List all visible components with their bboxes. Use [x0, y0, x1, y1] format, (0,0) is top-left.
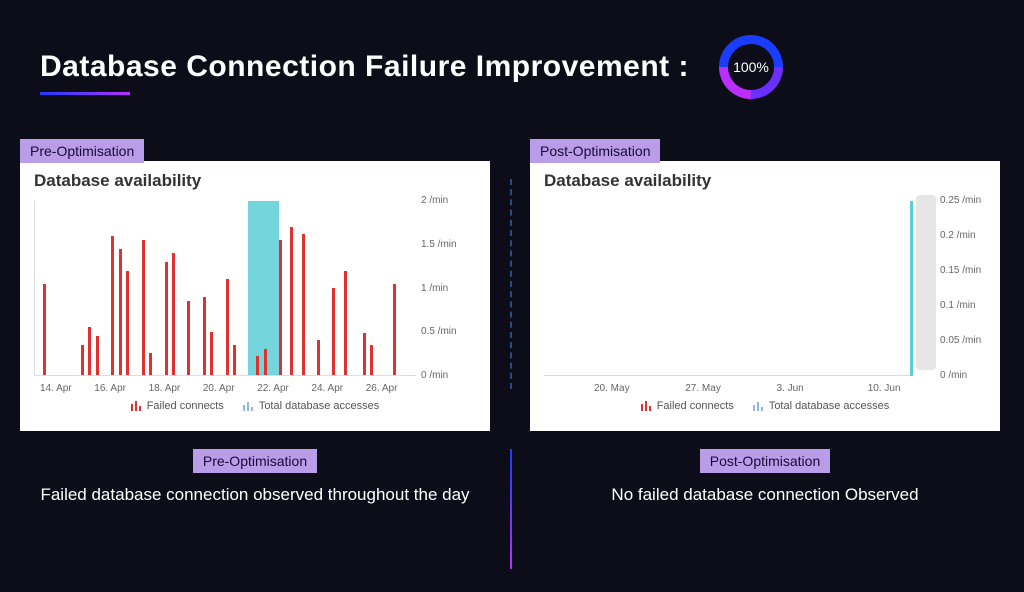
legend-blue-icon: [753, 401, 765, 411]
page-title: Database Connection Failure Improvement …: [40, 50, 689, 84]
legend-failed: Failed connects: [641, 400, 734, 412]
legend-failed-label: Failed connects: [657, 400, 734, 412]
legend-failed-label: Failed connects: [147, 400, 224, 412]
gauge-ring: 100%: [719, 35, 783, 99]
gauge-percent-label: 100%: [733, 59, 769, 75]
legend-blue-icon: [243, 401, 255, 411]
bottom-row: Pre-Optimisation Failed database connect…: [0, 449, 1024, 505]
title-underline: [40, 92, 130, 95]
bottom-pre-col: Pre-Optimisation Failed database connect…: [0, 449, 510, 505]
post-plot-area: [544, 201, 911, 376]
pre-legend: Failed connects Total database accesses: [34, 400, 476, 414]
legend-red-icon: [641, 401, 653, 411]
gradient-divider: [510, 449, 512, 569]
post-tag: Post-Optimisation: [530, 139, 660, 163]
pre-chart-card: Database availability 0 /min0.5 /min1 /m…: [20, 161, 490, 431]
post-chart-card: Database availability 0 /min0.05 /min0.1…: [530, 161, 1000, 431]
legend-total: Total database accesses: [243, 400, 379, 412]
pre-tag: Pre-Optimisation: [20, 139, 144, 163]
pre-panel: Pre-Optimisation Database availability 0…: [20, 139, 490, 431]
post-chart-title: Database availability: [544, 171, 986, 191]
pre-chart-title: Database availability: [34, 171, 476, 191]
panels-row: Pre-Optimisation Database availability 0…: [0, 109, 1024, 431]
pre-chart-body: 0 /min0.5 /min1 /min1.5 /min2 /min 14. A…: [34, 201, 476, 396]
legend-total: Total database accesses: [753, 400, 889, 412]
legend-total-label: Total database accesses: [259, 400, 379, 412]
header: Database Connection Failure Improvement …: [0, 0, 1024, 109]
post-description: No failed database connection Observed: [540, 485, 990, 505]
pre-tag-bottom: Pre-Optimisation: [193, 449, 317, 473]
post-legend: Failed connects Total database accesses: [544, 400, 986, 414]
dashed-divider: [510, 179, 512, 389]
legend-failed: Failed connects: [131, 400, 224, 412]
post-chart-body: 0 /min0.05 /min0.1 /min0.15 /min0.2 /min…: [544, 201, 986, 396]
legend-total-label: Total database accesses: [769, 400, 889, 412]
post-panel: Post-Optimisation Database availability …: [530, 139, 1000, 431]
legend-red-icon: [131, 401, 143, 411]
post-tag-bottom: Post-Optimisation: [700, 449, 830, 473]
bottom-post-col: Post-Optimisation No failed database con…: [510, 449, 1020, 505]
pre-description: Failed database connection observed thro…: [30, 485, 480, 505]
pre-plot-area: [34, 201, 416, 376]
